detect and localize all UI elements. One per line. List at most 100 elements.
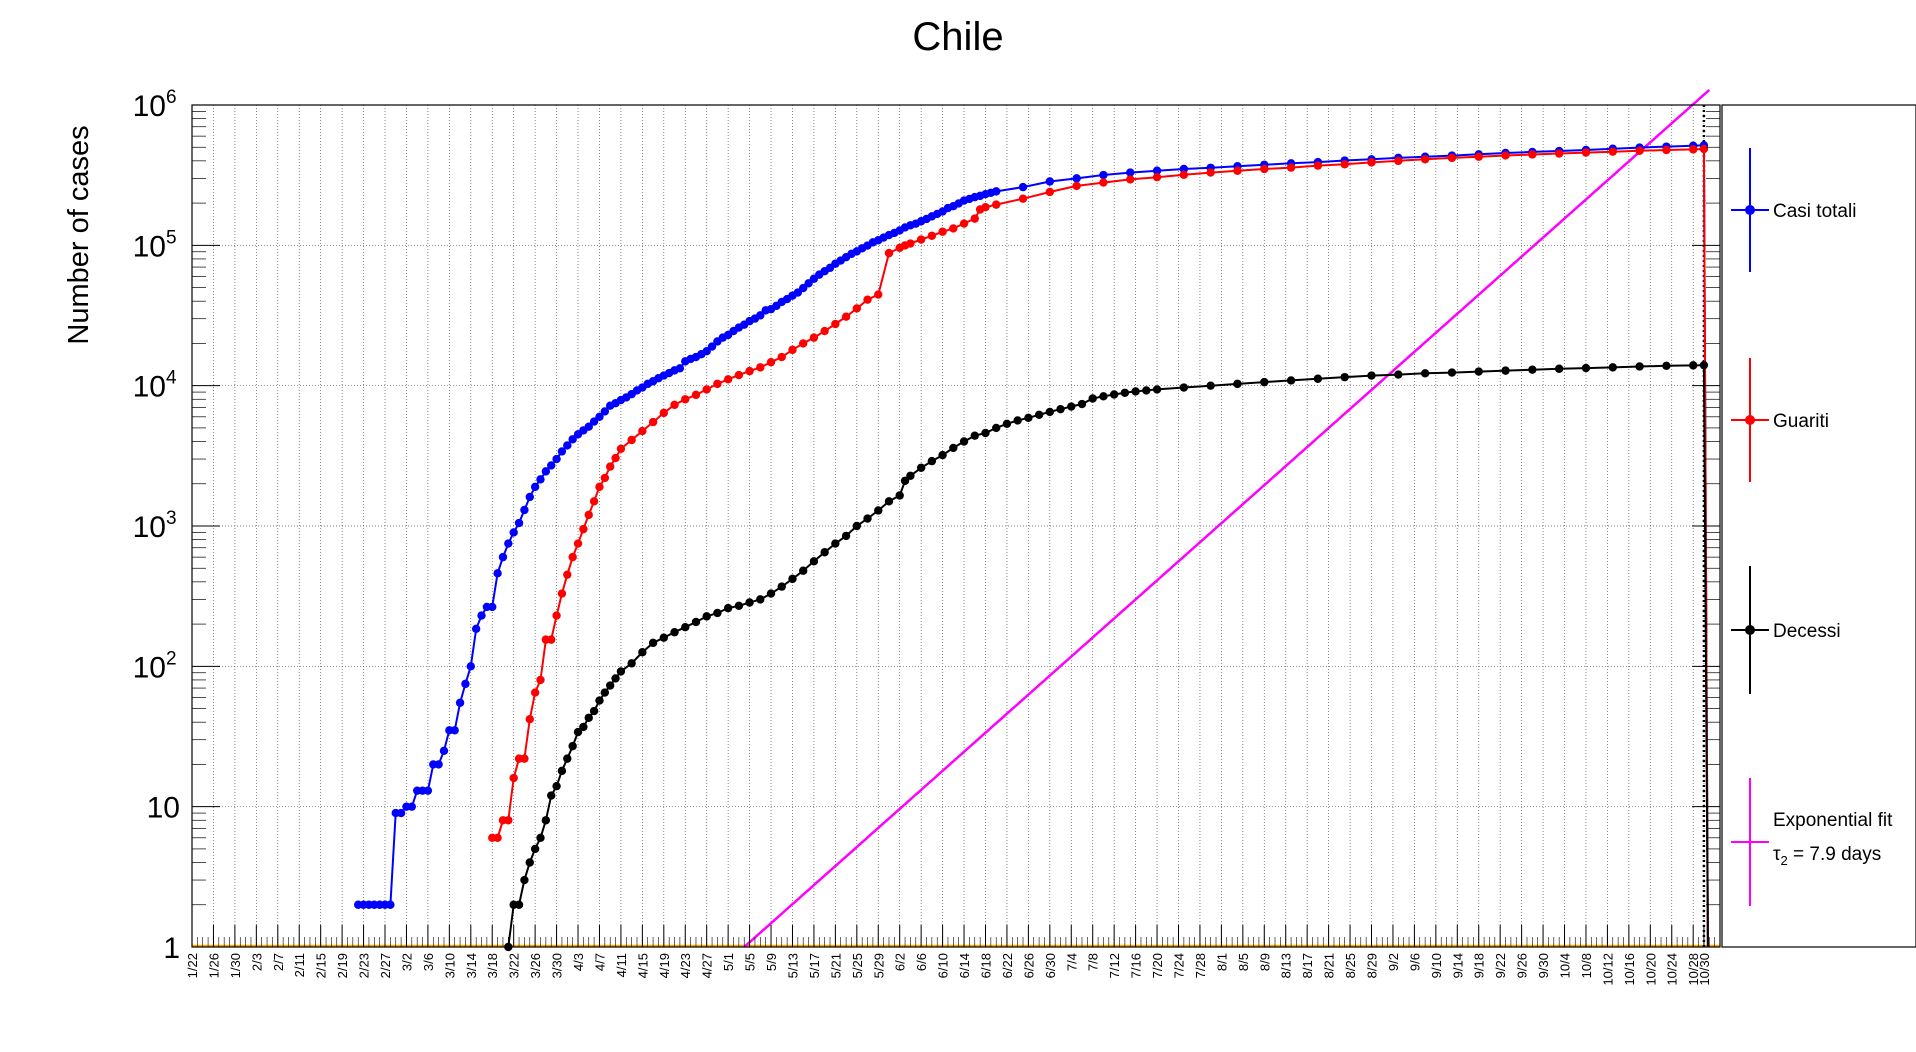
- x-tick-label: 4/11: [614, 953, 629, 977]
- series-point-0: [466, 662, 475, 671]
- series-point-1: [520, 754, 529, 763]
- series-point-0: [450, 726, 459, 735]
- legend-label: Decessi: [1773, 621, 1841, 642]
- series-point-2: [520, 875, 529, 885]
- x-tick-label: 1/26: [206, 953, 221, 978]
- series-point-2: [514, 900, 524, 909]
- x-tick-label: 6/6: [914, 953, 929, 971]
- x-tick-label: 6/30: [1043, 953, 1058, 978]
- x-tick-label: 8/5: [1236, 953, 1251, 971]
- x-tick-label: 5/5: [743, 953, 758, 971]
- series-point-0: [488, 602, 497, 612]
- series-point-0: [1018, 182, 1028, 192]
- series-point-2: [799, 566, 808, 575]
- x-tick-label: 2/27: [378, 953, 393, 978]
- series-point-2: [1142, 386, 1151, 395]
- series-point-2: [874, 506, 883, 515]
- x-tick-label: 3/6: [421, 953, 436, 971]
- series-point-2: [638, 648, 647, 657]
- x-tick-label: 4/7: [592, 953, 607, 971]
- series-point-0: [461, 679, 470, 689]
- legend-box: [1721, 104, 1916, 948]
- x-tick-label: 4/19: [657, 953, 672, 978]
- series-point-2: [1581, 363, 1591, 373]
- x-axis: 1/22 1/26 1/30 2/3 2/7 2/11 2/15 2/19 2/23 2/27 3/…: [185, 925, 1721, 986]
- x-tick-label: 7/4: [1064, 953, 1079, 971]
- x-tick-label: 6/2: [893, 953, 908, 971]
- series-point-0: [1045, 177, 1055, 186]
- series-point-2: [600, 688, 610, 697]
- series-point-2: [1088, 394, 1097, 403]
- x-tick-label: 2/15: [314, 953, 329, 978]
- x-tick-label: 2/11: [292, 953, 307, 977]
- series-point-1: [616, 444, 626, 453]
- series-point-2: [557, 766, 567, 776]
- x-tick-label: 5/17: [807, 953, 822, 978]
- y-tick-exponent: 4: [166, 368, 177, 389]
- series-point-0: [552, 454, 561, 464]
- series-point-0: [541, 467, 551, 476]
- series-point-2: [1608, 363, 1617, 372]
- series-point-1: [681, 395, 690, 404]
- series-point-1: [1126, 175, 1135, 184]
- series-point-2: [1688, 361, 1698, 370]
- series-point-0: [563, 441, 572, 450]
- series-point-1: [600, 473, 610, 483]
- series-point-2: [552, 781, 561, 791]
- series-point-2: [916, 463, 926, 472]
- series-point-2: [900, 476, 910, 485]
- series-point-0: [1072, 174, 1081, 183]
- series-point-2: [536, 833, 545, 842]
- x-tick-label: 1/22: [185, 953, 200, 978]
- series-point-1: [916, 235, 926, 244]
- x-tick-label: 3/26: [528, 953, 543, 978]
- series-point-1: [938, 227, 947, 236]
- series-point-0: [1099, 170, 1108, 180]
- x-tick-label: 2/7: [271, 953, 286, 971]
- series-drop-2: [1702, 365, 1709, 948]
- series-point-2: [1131, 387, 1140, 396]
- legend-marker: [1745, 625, 1755, 635]
- series-point-2: [895, 491, 904, 500]
- series-point-1: [552, 611, 561, 620]
- series-point-2: [670, 628, 679, 637]
- series-point-2: [530, 844, 540, 854]
- series-point-1: [1581, 148, 1591, 157]
- series-point-2: [788, 574, 797, 584]
- series-line-0: [358, 144, 1704, 906]
- legend: Casi totali Guariti Decessi Exponential fit…: [1721, 104, 1916, 948]
- x-tick-label: 4/15: [635, 953, 650, 978]
- series-point-2: [648, 638, 658, 648]
- series-point-1: [766, 357, 776, 367]
- x-tick-label: 6/26: [1021, 953, 1036, 978]
- x-tick-label: 3/18: [485, 953, 500, 978]
- series-point-1: [1179, 170, 1189, 180]
- x-tick-label: 7/24: [1171, 953, 1186, 978]
- x-tick-label: 8/9: [1257, 953, 1272, 971]
- x-tick-label: 7/8: [1086, 953, 1101, 971]
- x-tick-label: 1/30: [228, 953, 243, 978]
- y-tick-label: 10: [133, 511, 166, 544]
- series-point-1: [820, 326, 829, 336]
- x-tick-label: 5/29: [871, 953, 886, 978]
- series-point-1: [745, 366, 754, 376]
- series-point-1: [799, 339, 808, 348]
- series-point-2: [525, 858, 534, 867]
- series-point-1: [504, 816, 513, 825]
- series-point-2: [579, 722, 588, 732]
- series-point-2: [745, 598, 754, 607]
- series-point-0: [992, 187, 1001, 196]
- series-point-0: [520, 505, 529, 515]
- chart-title: Chile: [912, 15, 1003, 59]
- series-point-0: [595, 412, 604, 421]
- x-tick-label: 8/29: [1365, 953, 1380, 978]
- series-point-2: [1109, 390, 1119, 399]
- series-point-2: [1528, 365, 1537, 374]
- series-line-2: [507, 364, 1704, 948]
- series-point-2: [1099, 392, 1108, 401]
- series-point-1: [831, 319, 840, 329]
- series-point-0: [536, 475, 545, 484]
- series-point-1: [992, 200, 1001, 209]
- y-tick-exponent: 2: [166, 648, 177, 669]
- series-point-1: [1528, 150, 1537, 159]
